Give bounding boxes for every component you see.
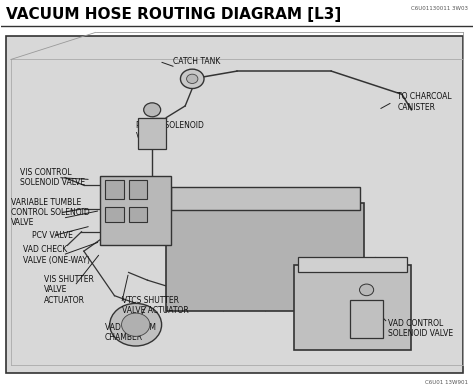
- FancyBboxPatch shape: [6, 36, 463, 373]
- Text: VTCS SHUTTER
VALVE ACTUATOR: VTCS SHUTTER VALVE ACTUATOR: [121, 296, 188, 315]
- FancyBboxPatch shape: [105, 207, 124, 222]
- FancyBboxPatch shape: [298, 257, 407, 273]
- FancyBboxPatch shape: [128, 207, 147, 222]
- Text: VAD CHECK
VALVE (ONE-WAY): VAD CHECK VALVE (ONE-WAY): [23, 245, 90, 265]
- FancyBboxPatch shape: [100, 176, 171, 245]
- Text: VAD CONTROL
SOLENOID VALVE: VAD CONTROL SOLENOID VALVE: [388, 319, 453, 338]
- Text: VIS CONTROL
SOLENOID VALVE: VIS CONTROL SOLENOID VALVE: [20, 168, 85, 187]
- FancyBboxPatch shape: [293, 265, 411, 350]
- Text: PURGE SOLENOID
VALVE: PURGE SOLENOID VALVE: [136, 121, 203, 141]
- Circle shape: [121, 313, 150, 336]
- Text: PCV VALVE: PCV VALVE: [32, 231, 73, 240]
- FancyBboxPatch shape: [171, 187, 359, 211]
- Text: CATCH TANK: CATCH TANK: [173, 57, 220, 66]
- Circle shape: [144, 103, 161, 117]
- FancyBboxPatch shape: [138, 117, 166, 149]
- Text: TO CHARCOAL
CANISTER: TO CHARCOAL CANISTER: [397, 92, 452, 112]
- Text: C6U01130011 3W03: C6U01130011 3W03: [411, 6, 468, 11]
- Circle shape: [181, 69, 204, 89]
- Text: VARIABLE TUMBLE
CONTROL SOLENOID
VALVE: VARIABLE TUMBLE CONTROL SOLENOID VALVE: [11, 197, 90, 227]
- Text: VACUUM HOSE ROUTING DIAGRAM [L3]: VACUUM HOSE ROUTING DIAGRAM [L3]: [6, 7, 341, 23]
- FancyBboxPatch shape: [350, 300, 383, 338]
- Circle shape: [359, 284, 374, 296]
- Text: VAD VACUUM
CHAMBER: VAD VACUUM CHAMBER: [105, 323, 156, 342]
- Text: C6U01 13W901: C6U01 13W901: [425, 380, 468, 385]
- FancyBboxPatch shape: [128, 179, 147, 199]
- Text: VIS SHUTTER
VALVE
ACTUATOR: VIS SHUTTER VALVE ACTUATOR: [44, 275, 94, 305]
- Circle shape: [110, 303, 162, 346]
- FancyBboxPatch shape: [105, 179, 124, 199]
- FancyBboxPatch shape: [166, 203, 364, 311]
- Circle shape: [187, 74, 198, 83]
